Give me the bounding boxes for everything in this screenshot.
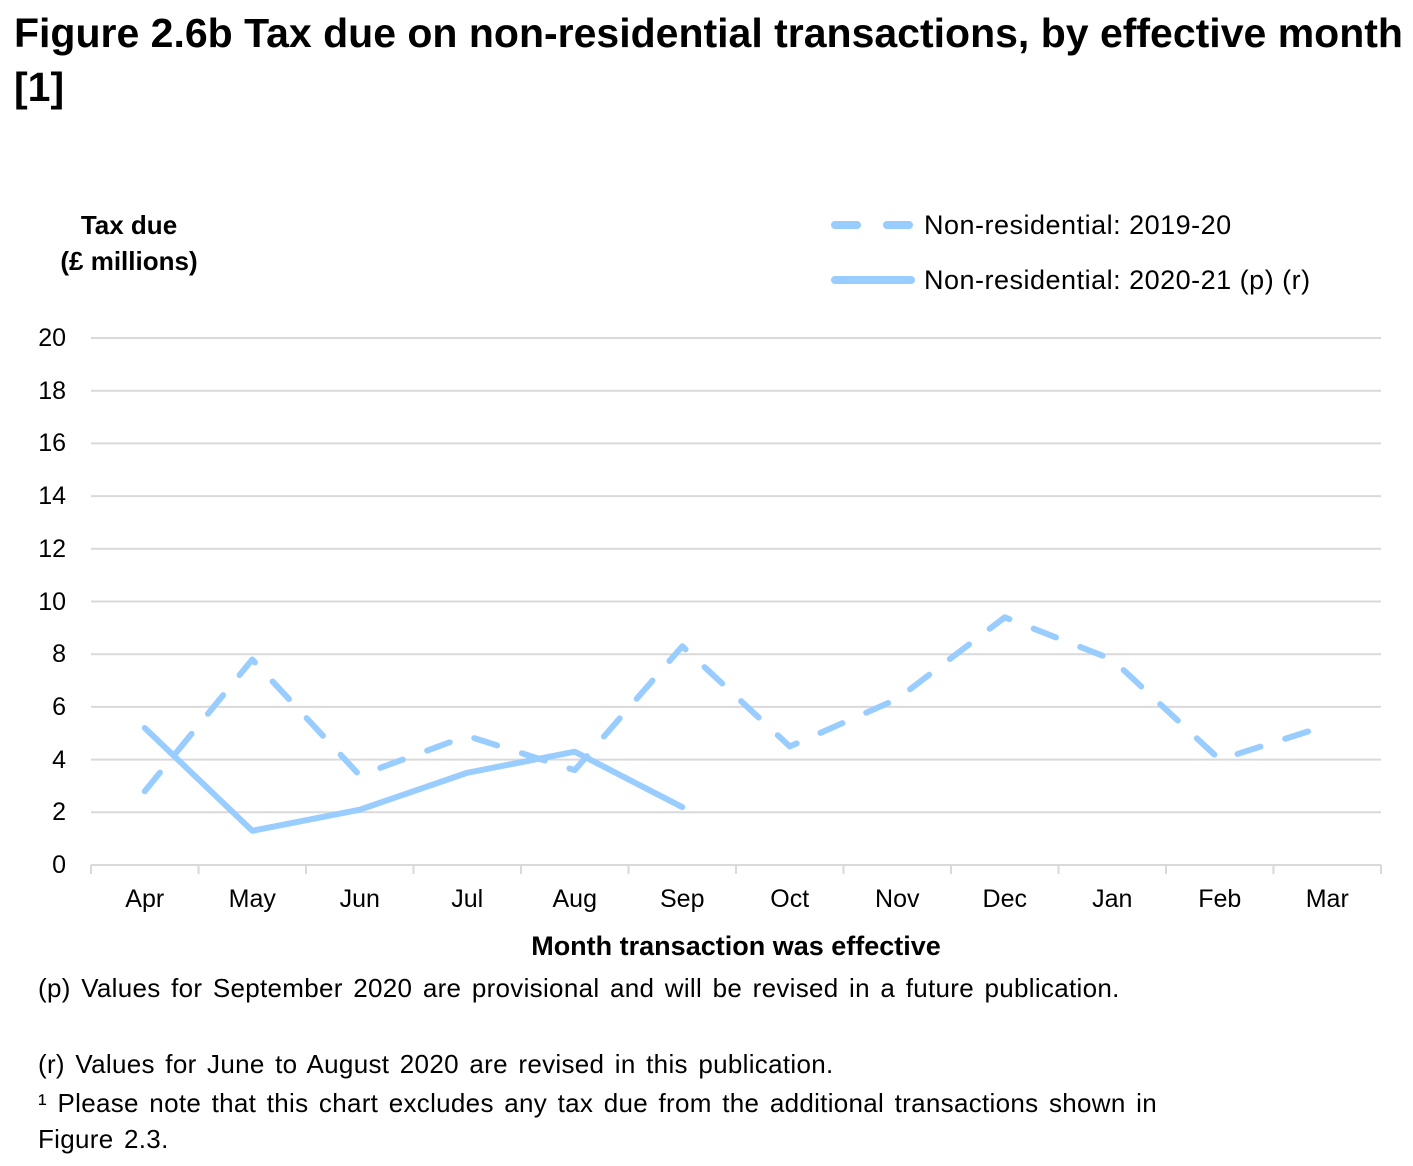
x-tick-label: Jan: [1092, 885, 1133, 913]
legend-item-2019-20: Non-residential: 2019-20: [830, 205, 1232, 245]
x-tick-label: Aug: [552, 885, 597, 913]
x-tick-label: Dec: [982, 885, 1027, 913]
x-tick-label: Feb: [1198, 885, 1242, 913]
x-tick-label: Mar: [1305, 885, 1349, 913]
x-tick-label: Nov: [875, 885, 920, 913]
y-tick-label: 10: [38, 587, 66, 616]
x-tick-label: May: [228, 885, 276, 913]
y-axis-label-line1: Tax due: [80, 210, 178, 240]
legend-item-2020-21: Non-residential: 2020-21 (p) (r): [830, 260, 1311, 300]
legend-swatch-solid: [831, 276, 915, 284]
y-tick-label: 14: [38, 482, 66, 511]
figure-title: Figure 2.6b Tax due on non-residential t…: [14, 10, 1403, 110]
y-tick-label: 6: [52, 692, 66, 721]
y-tick-label: 0: [52, 851, 66, 879]
y-tick-label: 4: [52, 745, 66, 774]
x-tick-label: Jun: [339, 885, 380, 913]
footnote-exclusion: ¹ Please note that this chart excludes a…: [38, 1088, 1157, 1118]
x-tick-label: Apr: [125, 885, 165, 913]
y-axis-label: Tax due (£ millions): [14, 207, 244, 279]
y-tick-label: 2: [52, 798, 66, 827]
y-tick-label: 12: [38, 534, 66, 563]
x-tick-label: Oct: [770, 885, 810, 913]
series-line-2020-21: [141, 724, 686, 834]
y-tick-label: 20: [38, 324, 66, 352]
legend-label: Non-residential: 2020-21 (p) (r): [924, 264, 1311, 295]
footnote-revised: (r) Values for June to August 2020 are r…: [38, 1049, 834, 1079]
legend-label: Non-residential: 2019-20: [924, 209, 1232, 240]
x-tick-label: Sep: [660, 885, 705, 913]
x-axis-label: Month transaction was effective: [531, 931, 941, 961]
y-axis-label-line2: (£ millions): [60, 246, 198, 276]
y-tick-label: 16: [38, 429, 66, 458]
y-tick-label: 8: [52, 640, 66, 669]
footnote-provisional: (p) Values for September 2020 are provis…: [38, 973, 1120, 1003]
legend-swatch-dashed: [831, 221, 915, 229]
y-tick-label: 18: [38, 376, 66, 405]
series-line-2019-20: [141, 614, 1331, 795]
x-tick-label: Jul: [451, 885, 484, 913]
footnote-exclusion-cont: Figure 2.3.: [38, 1124, 169, 1154]
